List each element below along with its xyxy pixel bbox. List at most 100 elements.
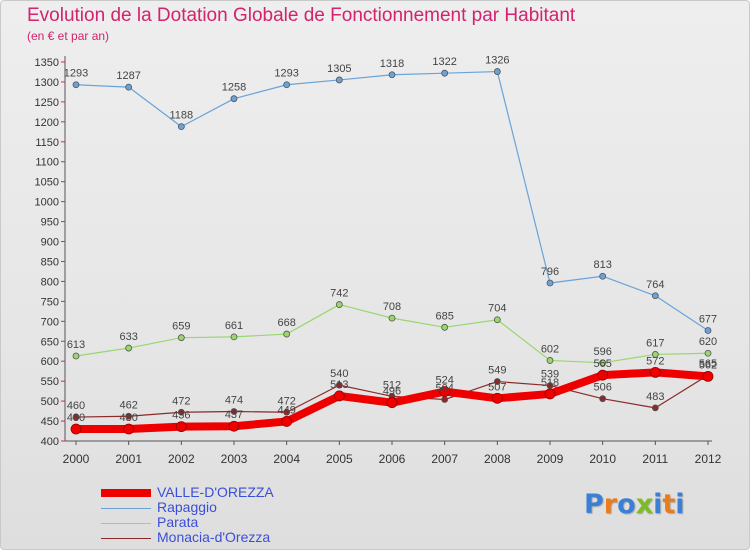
- data-label: 1188: [170, 110, 194, 122]
- data-point: [125, 344, 133, 352]
- data-label: 813: [593, 259, 611, 271]
- x-tick-label: 2009: [537, 452, 564, 466]
- data-label: 430: [67, 412, 85, 424]
- data-label: 617: [646, 337, 664, 349]
- data-point: [72, 413, 80, 421]
- legend-label: Parata: [157, 514, 199, 530]
- x-tick-label: 2006: [379, 452, 406, 466]
- data-point: [333, 390, 345, 402]
- data-point: [439, 386, 451, 397]
- data-label: 483: [646, 391, 664, 403]
- data-label: 1305: [327, 63, 351, 75]
- proxiti-logo: Proxiti: [584, 489, 685, 520]
- data-label: 596: [593, 346, 611, 358]
- data-point: [599, 395, 607, 403]
- data-point: [230, 333, 238, 341]
- chart-title: Evolution de la Dotation Globale de Fonc…: [27, 5, 576, 26]
- y-tick-label: 650: [41, 336, 59, 348]
- data-label: 1326: [485, 55, 509, 67]
- data-label: 1322: [432, 56, 456, 68]
- data-point: [704, 349, 712, 357]
- data-point: [335, 381, 343, 389]
- data-point: [177, 334, 185, 342]
- data-point: [70, 423, 82, 435]
- data-point: [335, 76, 343, 84]
- x-tick-label: 2005: [326, 452, 353, 466]
- data-point: [388, 314, 396, 322]
- data-point: [597, 369, 609, 381]
- data-label: 524: [435, 375, 453, 387]
- data-label: 1293: [64, 68, 88, 80]
- y-tick-label: 550: [41, 376, 59, 388]
- data-point: [702, 370, 714, 382]
- x-tick-label: 2004: [273, 452, 300, 466]
- data-label: 460: [67, 400, 85, 412]
- legend-label: Monacia-d'Orezza: [157, 529, 271, 545]
- data-label: 708: [383, 301, 401, 313]
- legend-swatch: [101, 508, 151, 509]
- y-tick-label: 500: [41, 396, 59, 408]
- data-label: 704: [488, 303, 506, 315]
- y-tick-label: 1200: [35, 117, 59, 129]
- data-label: 513: [330, 379, 348, 391]
- data-label: 565: [593, 358, 611, 370]
- data-label: 633: [119, 331, 137, 343]
- data-label: 539: [541, 369, 559, 381]
- data-label: 1293: [274, 68, 298, 80]
- legend-swatch: [101, 489, 151, 497]
- x-tick-label: 2002: [168, 452, 195, 466]
- data-label: 562: [699, 359, 717, 371]
- data-label: 602: [541, 343, 559, 355]
- legend-label: VALLE-D'OREZZA: [157, 484, 274, 500]
- y-tick-label: 700: [41, 316, 59, 328]
- data-point: [72, 352, 80, 360]
- data-label: 512: [383, 379, 401, 391]
- data-label: 659: [172, 321, 190, 333]
- data-point: [441, 396, 449, 403]
- data-label: 613: [67, 339, 85, 351]
- y-tick-label: 1150: [35, 137, 59, 149]
- data-label: 472: [172, 395, 190, 407]
- y-tick-label: 1050: [35, 177, 59, 189]
- data-label: 496: [383, 386, 401, 398]
- data-point: [177, 123, 185, 131]
- data-point: [493, 68, 501, 75]
- data-point: [493, 378, 501, 385]
- data-label: 661: [225, 320, 243, 332]
- data-point: [177, 408, 185, 416]
- legend-label: Rapaggio: [157, 499, 217, 515]
- y-tick-label: 750: [41, 296, 59, 308]
- data-point: [544, 388, 556, 400]
- data-point: [175, 421, 187, 433]
- data-point: [283, 330, 291, 338]
- data-point: [125, 412, 133, 420]
- x-tick-label: 2001: [115, 452, 142, 466]
- data-point: [599, 359, 607, 367]
- data-point: [651, 351, 659, 358]
- data-label: 1318: [380, 58, 404, 70]
- y-tick-label: 900: [41, 237, 59, 249]
- data-label: 430: [119, 412, 137, 424]
- data-point: [230, 95, 238, 103]
- data-label: 620: [699, 336, 717, 348]
- y-tick-label: 1250: [35, 97, 59, 109]
- data-point: [125, 83, 133, 91]
- logo-letter: P: [584, 489, 604, 520]
- data-point: [283, 81, 291, 89]
- data-label: 540: [330, 368, 348, 380]
- data-point: [72, 81, 80, 89]
- data-point: [493, 316, 501, 324]
- data-point: [228, 420, 240, 432]
- data-label: 506: [593, 382, 611, 394]
- data-point: [283, 408, 291, 416]
- x-tick-label: 2008: [484, 452, 511, 466]
- data-point: [599, 272, 607, 280]
- data-point: [651, 404, 659, 412]
- logo-letter: r: [603, 489, 618, 520]
- logo-letter: o: [617, 489, 636, 520]
- data-point: [281, 416, 293, 427]
- data-label: 1287: [116, 70, 140, 82]
- data-point: [230, 408, 238, 415]
- data-point: [546, 357, 554, 364]
- data-point: [704, 327, 712, 334]
